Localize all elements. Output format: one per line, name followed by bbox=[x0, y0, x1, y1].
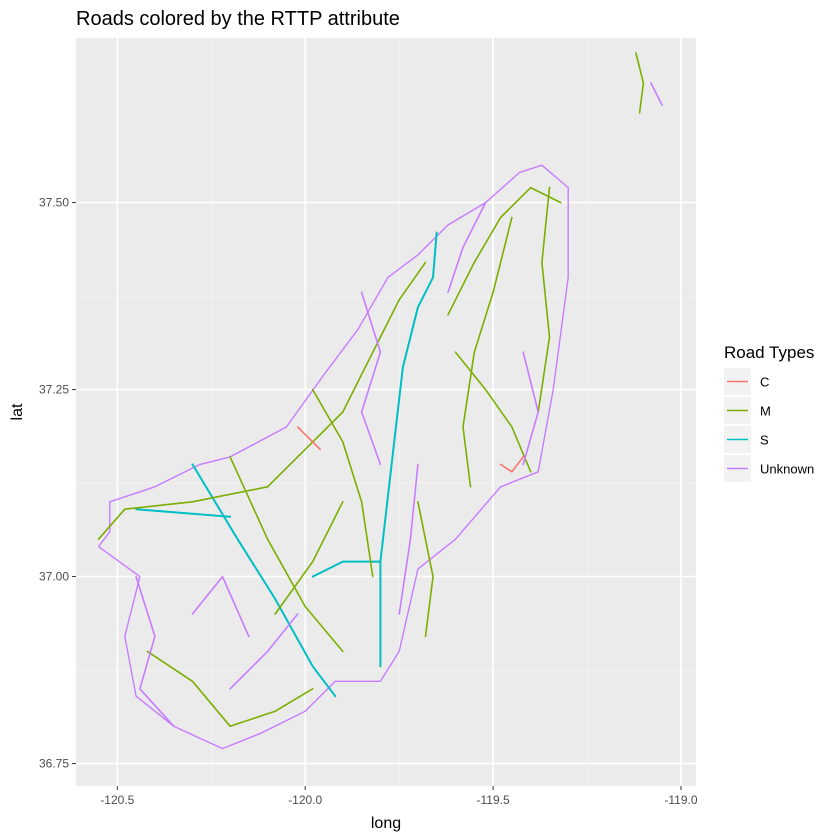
x-tick-label: -119.5 bbox=[477, 793, 510, 807]
road-line-m bbox=[417, 500, 434, 638]
y-tick-label: 37.00 bbox=[39, 570, 69, 584]
series-c bbox=[296, 426, 525, 473]
road-line-s bbox=[191, 463, 337, 698]
road-line-c bbox=[499, 456, 525, 473]
road-line-unknown bbox=[650, 82, 664, 107]
road-line-s bbox=[311, 560, 382, 578]
road-line-unknown bbox=[398, 463, 419, 615]
road-line-m bbox=[454, 351, 532, 473]
road-line-m bbox=[635, 52, 645, 114]
plot-panel bbox=[76, 38, 696, 786]
road-line-unknown bbox=[360, 291, 382, 466]
road-line-m bbox=[274, 500, 344, 615]
x-axis-title: long bbox=[371, 815, 401, 832]
x-tick-label: -120.0 bbox=[288, 793, 322, 807]
y-axis-title: lat bbox=[9, 403, 26, 420]
road-line-outline bbox=[97, 164, 569, 750]
road-line-s bbox=[135, 508, 232, 518]
road-line-m bbox=[311, 388, 374, 578]
y-tick-label: 37.25 bbox=[39, 383, 69, 397]
county-outline bbox=[97, 164, 569, 750]
legend-label-m: M bbox=[760, 404, 771, 419]
road-line-m bbox=[229, 456, 344, 653]
road-line-m bbox=[462, 216, 513, 488]
road-line-m bbox=[266, 261, 427, 488]
roads-layer bbox=[97, 52, 664, 728]
y-axis: 36.75 37.00 37.25 37.50 bbox=[39, 196, 76, 771]
gridlines bbox=[76, 38, 696, 786]
x-tick-label: -120.5 bbox=[100, 793, 134, 807]
road-line-m bbox=[97, 485, 269, 541]
x-tick-label: -119.0 bbox=[664, 793, 697, 807]
road-line-m bbox=[447, 186, 562, 316]
series-s bbox=[135, 231, 438, 698]
road-line-m bbox=[146, 650, 314, 728]
series-unknown bbox=[135, 82, 664, 728]
series-m bbox=[97, 52, 645, 728]
legend-label-unknown: Unknown bbox=[760, 462, 814, 477]
legend-label-s: S bbox=[760, 433, 769, 448]
road-line-unknown bbox=[135, 575, 175, 728]
road-line-unknown bbox=[229, 613, 299, 690]
y-tick-label: 37.50 bbox=[39, 196, 69, 210]
x-axis: -120.5 -120.0 -119.5 -119.0 bbox=[100, 786, 698, 807]
road-line-unknown bbox=[447, 201, 487, 294]
chart-title: Roads colored by the RTTP attribute bbox=[76, 8, 400, 30]
road-line-c bbox=[296, 426, 322, 451]
road-line-m bbox=[537, 186, 551, 413]
road-line-unknown bbox=[522, 351, 540, 466]
legend: Road Types CMS Unknown bbox=[724, 343, 814, 482]
y-tick-label: 36.75 bbox=[39, 757, 69, 771]
legend-title: Road Types bbox=[724, 343, 814, 362]
road-line-unknown bbox=[191, 575, 250, 638]
legend-label-c: C bbox=[760, 375, 769, 390]
